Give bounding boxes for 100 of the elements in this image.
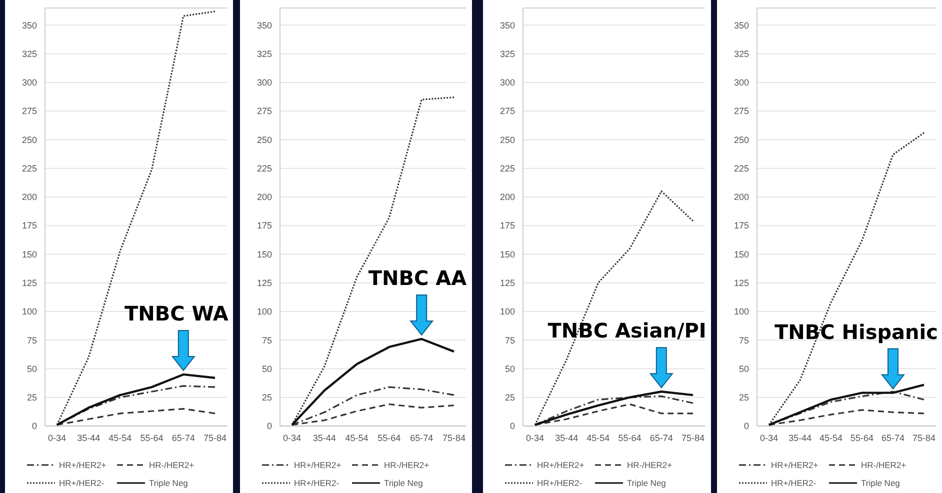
legend-label: HR-/HER2+ bbox=[627, 460, 672, 470]
y-tick-label: 175 bbox=[256, 220, 272, 231]
legend-label: Triple Neg bbox=[149, 478, 188, 488]
y-tick-label: 325 bbox=[256, 48, 272, 59]
x-tick-label: 55-64 bbox=[140, 433, 164, 443]
x-tick-label: 65-74 bbox=[410, 433, 434, 443]
y-tick-label: 200 bbox=[500, 192, 515, 202]
x-tick-label: 65-74 bbox=[650, 433, 673, 443]
legend-label: HR-/HER2+ bbox=[384, 460, 430, 470]
y-tick-label: 300 bbox=[734, 78, 749, 88]
y-tick-label: 150 bbox=[734, 249, 749, 260]
y-tick-label: 225 bbox=[256, 163, 272, 174]
x-tick-label: 55-64 bbox=[850, 433, 874, 443]
y-tick-label: 325 bbox=[500, 48, 515, 59]
y-tick-label: 50 bbox=[504, 364, 515, 374]
y-tick-label: 250 bbox=[734, 134, 749, 145]
y-tick-label: 250 bbox=[22, 134, 37, 145]
x-tick-label: 0-34 bbox=[526, 433, 544, 443]
y-tick-label: 350 bbox=[734, 20, 749, 30]
y-tick-label: 0 bbox=[266, 421, 272, 432]
y-tick-label: 150 bbox=[256, 249, 272, 260]
y-tick-label: 275 bbox=[500, 106, 515, 116]
x-tick-label: 0-34 bbox=[760, 433, 778, 443]
x-tick-label: 0-34 bbox=[282, 433, 302, 443]
x-tick-label: 35-44 bbox=[788, 433, 812, 443]
y-tick-label: 75 bbox=[504, 335, 515, 346]
y-tick-label: 125 bbox=[22, 278, 37, 288]
y-tick-label: 325 bbox=[22, 48, 37, 59]
legend-label: HR+/HER2- bbox=[59, 478, 104, 488]
x-tick-label: 75-84 bbox=[203, 433, 227, 443]
y-tick-label: 200 bbox=[256, 192, 272, 202]
annotation: TNBC WA bbox=[124, 301, 229, 326]
x-tick-label: 45-54 bbox=[345, 433, 368, 443]
y-tick-label: 25 bbox=[26, 392, 37, 403]
legend-label: HR+/HER2- bbox=[771, 478, 816, 488]
legend-label: HR-/HER2+ bbox=[149, 460, 194, 470]
y-tick-label: 125 bbox=[256, 278, 272, 288]
y-tick-label: 350 bbox=[256, 20, 272, 30]
y-tick-label: 0 bbox=[744, 421, 749, 432]
x-tick-label: 35-44 bbox=[77, 433, 100, 443]
legend-label: HR+/HER2+ bbox=[59, 460, 106, 470]
x-tick-label: 35-44 bbox=[312, 433, 336, 443]
x-tick-label: 65-74 bbox=[881, 433, 905, 443]
y-tick-label: 275 bbox=[22, 106, 37, 116]
legend-label: HR+/HER2+ bbox=[771, 460, 818, 470]
y-tick-label: 250 bbox=[256, 134, 272, 145]
x-tick-label: 45-54 bbox=[586, 433, 610, 443]
y-tick-label: 100 bbox=[500, 306, 515, 317]
y-tick-label: 50 bbox=[262, 364, 272, 374]
x-tick-label: 55-64 bbox=[378, 433, 401, 443]
legend-label: Triple Neg bbox=[627, 478, 666, 488]
legend-label: Triple Neg bbox=[861, 478, 900, 488]
y-tick-label: 25 bbox=[738, 392, 749, 403]
y-tick-label: 175 bbox=[734, 220, 749, 231]
x-tick-label: 75-84 bbox=[442, 433, 466, 443]
legend-label: HR-/HER2+ bbox=[861, 460, 906, 470]
y-tick-label: 50 bbox=[738, 364, 749, 374]
legend-label: HR+/HER2- bbox=[294, 478, 340, 488]
y-tick-label: 150 bbox=[500, 249, 515, 260]
y-tick-label: 25 bbox=[504, 392, 515, 403]
y-tick-label: 125 bbox=[734, 278, 749, 288]
annotation: TNBC AA bbox=[368, 266, 468, 290]
y-tick-label: 25 bbox=[262, 392, 272, 403]
y-tick-label: 325 bbox=[734, 48, 749, 59]
annotation: TNBC Hispanic bbox=[774, 320, 938, 344]
y-tick-label: 75 bbox=[738, 335, 749, 346]
x-tick-label: 0-34 bbox=[48, 433, 66, 443]
x-tick-label: 55-64 bbox=[618, 433, 642, 443]
legend-label: HR+/HER2+ bbox=[537, 460, 584, 470]
x-tick-label: 45-54 bbox=[819, 433, 843, 443]
y-tick-label: 275 bbox=[256, 106, 272, 116]
y-tick-label: 175 bbox=[22, 220, 37, 231]
y-tick-label: 225 bbox=[734, 163, 749, 174]
y-tick-label: 200 bbox=[734, 192, 749, 202]
y-tick-label: 350 bbox=[22, 20, 37, 30]
y-tick-label: 275 bbox=[734, 106, 749, 116]
y-tick-label: 75 bbox=[26, 335, 37, 346]
y-tick-label: 300 bbox=[22, 78, 37, 88]
y-tick-label: 100 bbox=[734, 306, 749, 317]
x-tick-label: 75-84 bbox=[912, 433, 936, 443]
y-tick-label: 100 bbox=[22, 306, 37, 317]
y-tick-label: 200 bbox=[22, 192, 37, 202]
y-tick-label: 100 bbox=[256, 306, 272, 317]
y-tick-label: 225 bbox=[22, 163, 37, 174]
x-tick-label: 75-84 bbox=[681, 433, 705, 443]
y-tick-label: 350 bbox=[500, 20, 515, 30]
y-tick-label: 0 bbox=[32, 421, 37, 432]
y-tick-label: 300 bbox=[500, 78, 515, 88]
legend-label: HR+/HER2- bbox=[537, 478, 582, 488]
y-tick-label: 175 bbox=[500, 220, 515, 231]
y-tick-label: 0 bbox=[510, 421, 515, 432]
annotation: TNBC Asian/PI bbox=[548, 318, 706, 343]
y-tick-label: 150 bbox=[22, 249, 37, 260]
legend-label: HR+/HER2+ bbox=[294, 460, 342, 470]
y-tick-label: 225 bbox=[500, 163, 515, 174]
x-tick-label: 45-54 bbox=[108, 433, 132, 443]
y-tick-label: 250 bbox=[500, 134, 515, 145]
x-tick-label: 65-74 bbox=[172, 433, 195, 443]
x-tick-label: 35-44 bbox=[555, 433, 578, 443]
legend-label: Triple Neg bbox=[384, 478, 424, 488]
